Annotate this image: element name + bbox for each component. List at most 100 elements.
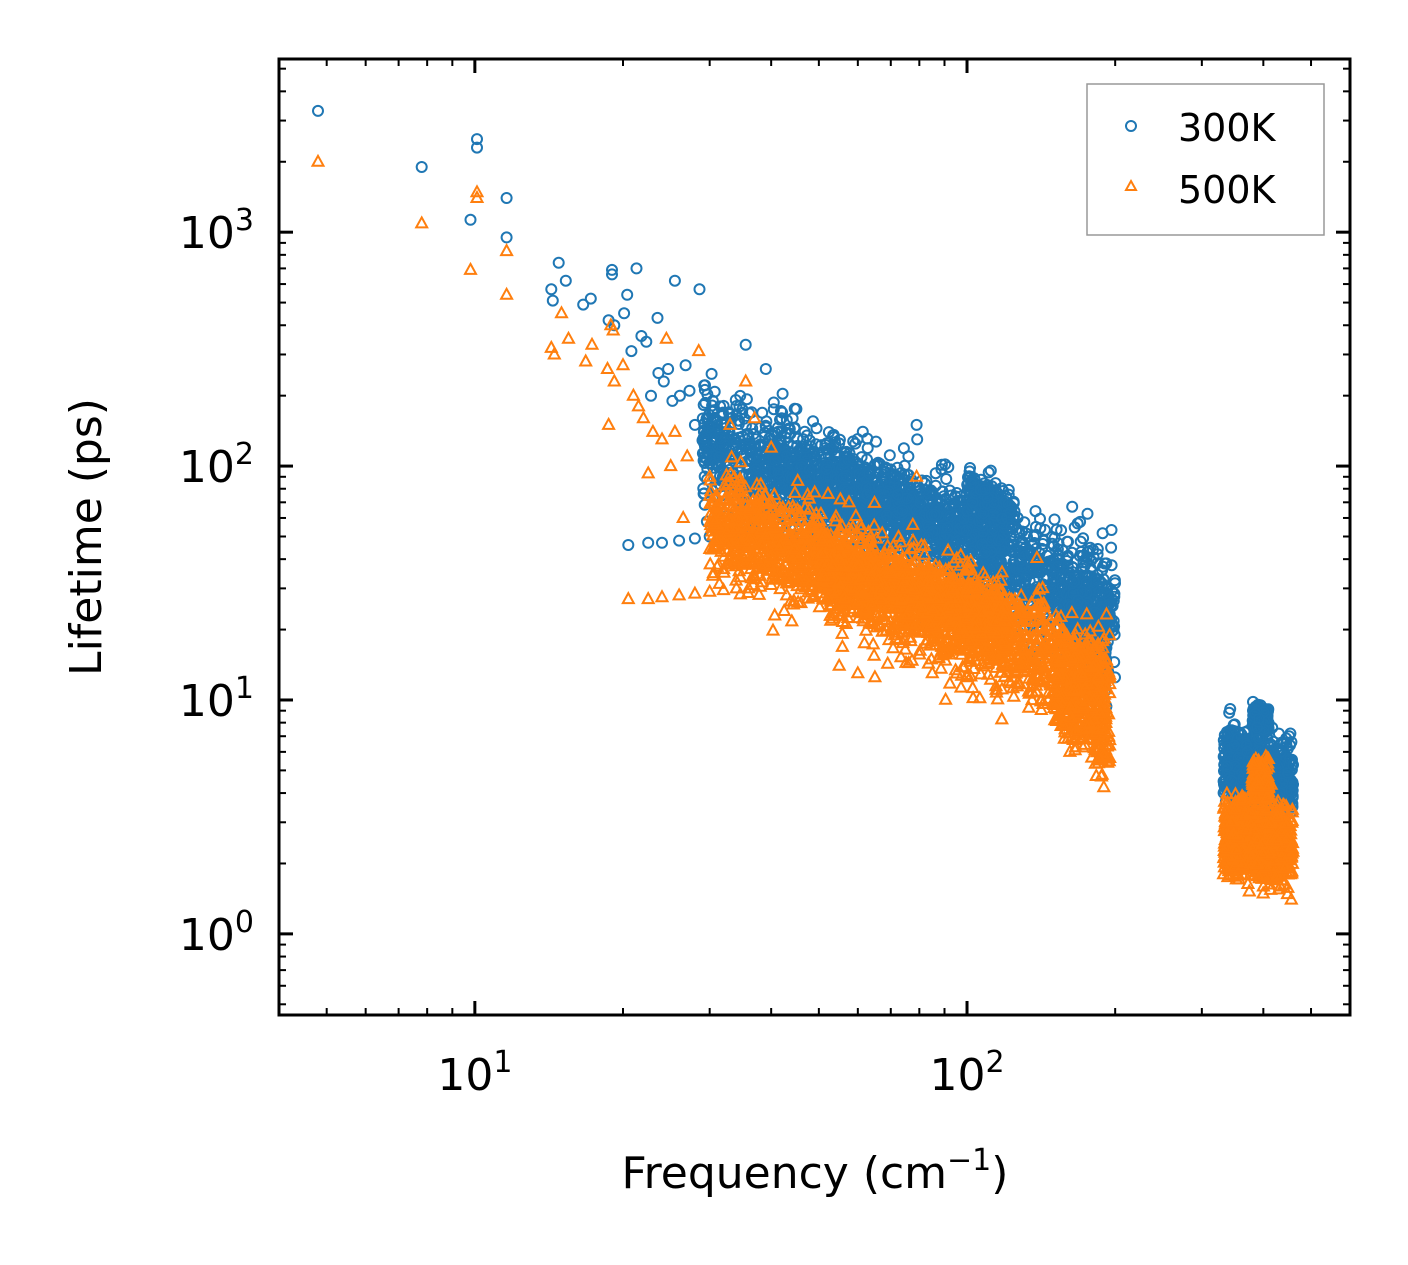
data-point-300k <box>775 405 787 417</box>
data-point-300k <box>774 413 786 426</box>
data-point-300k <box>471 141 483 154</box>
data-point-300k <box>1034 512 1046 525</box>
data-point-300k <box>683 384 696 397</box>
data-point-300k <box>584 292 597 305</box>
data-point-300k <box>1085 554 1098 567</box>
data-point-300k <box>708 385 721 398</box>
data-point-300k <box>739 338 752 351</box>
data-point-300k <box>642 536 655 549</box>
data-point-300k <box>929 467 942 480</box>
data-point-300k <box>415 161 428 173</box>
data-point-300k <box>697 431 710 444</box>
data-point-300k <box>740 393 753 406</box>
data-point-300k <box>706 458 719 471</box>
data-point-300k <box>1097 573 1110 586</box>
data-point-300k <box>759 419 772 432</box>
data-point-300k <box>749 463 762 476</box>
data-point-300k <box>776 387 789 400</box>
data-point-300k <box>897 442 910 455</box>
data-point-300k <box>618 307 631 320</box>
data-point-300k <box>751 470 764 483</box>
data-point-300k <box>829 436 842 449</box>
data-point-300k <box>500 231 513 244</box>
data-point-300k <box>705 367 718 380</box>
data-point-300k <box>662 363 675 375</box>
data-point-300k <box>849 437 862 450</box>
data-point-300k <box>621 288 634 301</box>
data-point-300k <box>1015 554 1027 567</box>
data-point-300k <box>1061 560 1074 573</box>
data-point-300k <box>1105 541 1118 554</box>
data-point-300k <box>742 432 755 445</box>
data-point-300k <box>1052 554 1065 567</box>
data-point-300k <box>1081 507 1094 520</box>
data-point-300k <box>622 539 635 551</box>
data-point-300k <box>767 396 780 409</box>
points-layer <box>310 104 1301 905</box>
data-point-300k <box>625 345 638 358</box>
data-point-300k <box>1036 542 1048 555</box>
data-point-300k <box>1098 557 1111 570</box>
data-point-300k <box>697 399 710 411</box>
data-point-300k <box>559 274 572 287</box>
data-point-300k <box>1048 531 1061 544</box>
data-point-300k <box>706 405 719 418</box>
data-point-300k <box>545 283 558 296</box>
data-point-300k <box>1055 524 1068 537</box>
data-point-300k <box>722 406 735 419</box>
data-point-300k <box>759 363 772 375</box>
data-point-300k <box>1108 574 1121 587</box>
data-point-300k <box>1091 557 1104 570</box>
data-point-300k <box>940 473 953 485</box>
data-point-300k <box>606 268 618 281</box>
data-point-300k <box>645 389 657 402</box>
data-point-300k <box>1077 532 1090 545</box>
data-point-300k <box>657 375 670 388</box>
data-point-300k <box>910 418 923 431</box>
data-point-300k <box>668 274 681 287</box>
data-point-300k <box>699 396 712 409</box>
data-point-300k <box>1107 615 1120 628</box>
data-point-300k <box>706 399 719 412</box>
data-point-300k <box>640 335 653 348</box>
data-point-300k <box>1023 575 1036 587</box>
data-point-300k <box>500 192 513 204</box>
data-point-300k <box>1061 535 1074 548</box>
data-point-300k <box>606 263 618 276</box>
data-point-300k <box>714 432 727 445</box>
data-point-300k <box>1105 559 1118 572</box>
data-point-300k <box>1016 560 1028 573</box>
data-point-300k <box>780 414 793 427</box>
data-point-300k <box>546 294 559 307</box>
data-point-300k <box>1074 535 1087 548</box>
data-point-300k <box>693 283 706 296</box>
data-point-300k <box>702 421 715 434</box>
data-point-300k <box>713 451 726 463</box>
data-point-300k <box>1027 562 1040 575</box>
data-point-300k <box>780 426 793 439</box>
data-point-300k <box>788 402 801 415</box>
data-point-300k <box>1066 500 1079 513</box>
data-point-300k <box>798 425 811 438</box>
data-point-300k <box>673 389 686 402</box>
data-point-300k <box>471 133 483 146</box>
data-point-300k <box>738 412 751 425</box>
data-point-300k <box>312 104 324 117</box>
data-point-300k <box>743 443 756 456</box>
data-point-300k <box>1068 521 1081 534</box>
data-point-300k <box>1028 537 1041 549</box>
data-point-300k <box>1087 543 1099 556</box>
data-point-300k <box>807 415 819 428</box>
data-point-300k <box>820 437 833 450</box>
data-point-300k <box>736 406 749 419</box>
data-point-300k <box>942 461 955 474</box>
data-point-300k <box>699 379 711 392</box>
data-point-300k <box>1099 581 1112 594</box>
data-point-300k <box>630 262 643 275</box>
data-point-300k <box>1002 483 1015 496</box>
data-point-300k <box>656 536 668 549</box>
data-point-300k <box>651 311 664 324</box>
data-point-300k <box>1091 543 1104 555</box>
data-point-300k <box>734 389 747 402</box>
